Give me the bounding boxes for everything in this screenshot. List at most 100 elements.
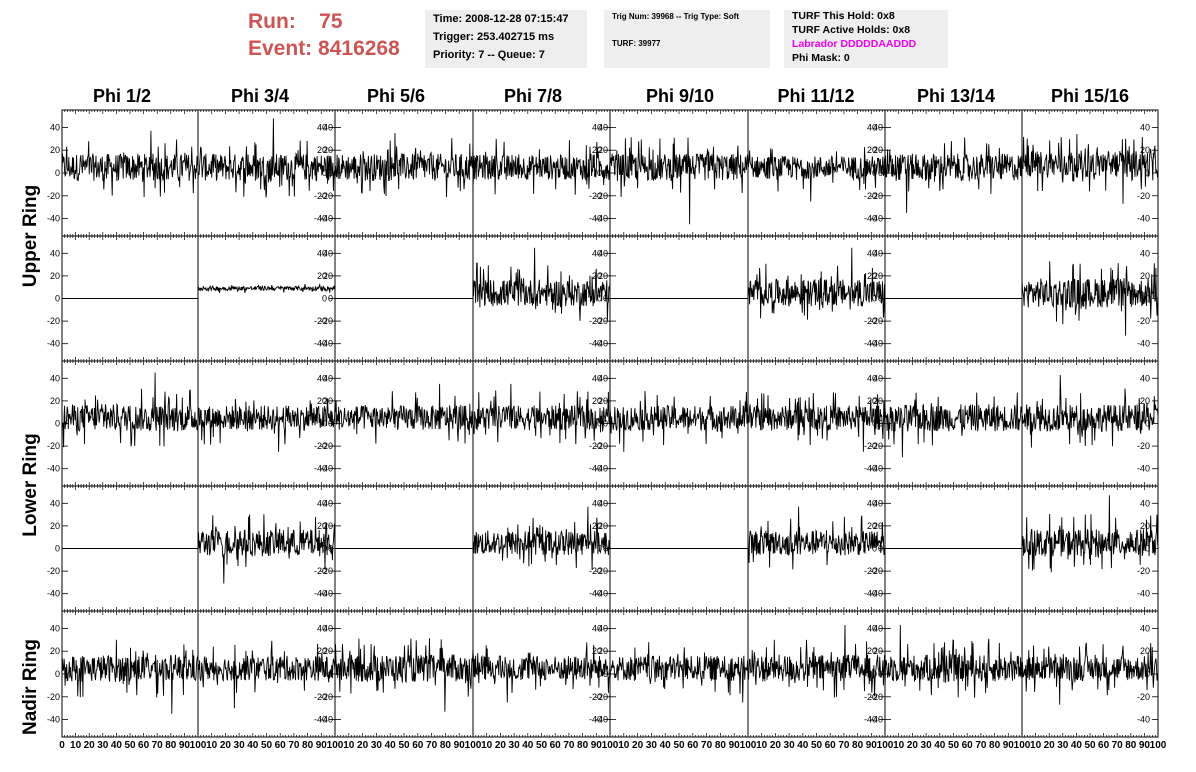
panel-frame bbox=[884, 360, 1023, 487]
waveform-trace bbox=[884, 624, 1023, 698]
x-tick-label: 30 bbox=[1057, 740, 1069, 751]
y-tick-label: -20 bbox=[589, 566, 602, 576]
y-tick-label: 40 bbox=[323, 623, 333, 633]
waveform-trace bbox=[609, 137, 749, 225]
y-tick-label: -20 bbox=[1137, 316, 1150, 326]
y-tick-label: 40 bbox=[592, 373, 602, 383]
x-tick-label: 60 bbox=[412, 740, 424, 751]
y-tick-label: -20 bbox=[47, 191, 60, 201]
y-tick-label: 0 bbox=[322, 168, 327, 178]
y-tick-label: -20 bbox=[1137, 566, 1150, 576]
y-tick-label: 0 bbox=[878, 168, 883, 178]
x-tick-label: 80 bbox=[989, 740, 1001, 751]
y-tick-label: 0 bbox=[597, 419, 602, 429]
x-tick-label: 10 bbox=[206, 740, 218, 751]
x-tick-label: 80 bbox=[715, 740, 727, 751]
column-header-phi-1-2: Phi 1/2 bbox=[92, 86, 152, 106]
y-tick-label: 20 bbox=[867, 521, 877, 531]
x-tick-label: 100 bbox=[465, 740, 482, 751]
y-tick-label: 40 bbox=[873, 122, 883, 132]
x-tick-label: 40 bbox=[797, 740, 809, 751]
y-tick-label: -20 bbox=[1137, 191, 1150, 201]
y-tick-label: -20 bbox=[870, 441, 883, 451]
y-tick-label: -20 bbox=[320, 566, 333, 576]
y-tick-label: -40 bbox=[595, 589, 608, 599]
y-tick-label: 40 bbox=[50, 373, 60, 383]
y-tick-label: -40 bbox=[314, 715, 327, 725]
y-tick-label: -20 bbox=[320, 316, 333, 326]
trig-num-text: Trig Num: 39968 -- Trig Type: Soft bbox=[612, 12, 739, 21]
x-tick-label: 60 bbox=[1098, 740, 1110, 751]
y-tick-label: -40 bbox=[320, 214, 333, 224]
x-tick-label: 10 bbox=[343, 740, 355, 751]
y-tick-label: 0 bbox=[872, 544, 877, 554]
y-tick-label: 40 bbox=[317, 498, 327, 508]
x-tick-label: 0 bbox=[59, 740, 65, 751]
y-tick-label: -40 bbox=[314, 589, 327, 599]
y-tick-label: 40 bbox=[592, 623, 602, 633]
y-tick-label: -20 bbox=[864, 566, 877, 576]
y-tick-label: -20 bbox=[589, 692, 602, 702]
y-tick-label: 0 bbox=[1145, 168, 1150, 178]
y-tick-label: -20 bbox=[864, 692, 877, 702]
x-tick-label: 90 bbox=[729, 740, 741, 751]
x-tick-label: 50 bbox=[261, 740, 273, 751]
y-tick-label: -40 bbox=[1137, 464, 1150, 474]
x-tick-label: 20 bbox=[1044, 740, 1056, 751]
y-tick-label: 40 bbox=[50, 248, 60, 258]
time-info-panel: Time: 2008-12-28 07:15:47 Trigger: 253.4… bbox=[425, 10, 587, 68]
x-tick-label: 90 bbox=[1139, 740, 1151, 751]
y-tick-label: 20 bbox=[50, 396, 60, 406]
x-tick-label: 60 bbox=[687, 740, 699, 751]
x-tick-label: 20 bbox=[632, 740, 644, 751]
y-tick-label: 40 bbox=[598, 373, 608, 383]
y-tick-label: -40 bbox=[870, 715, 883, 725]
waveform-trace bbox=[197, 283, 336, 294]
y-tick-label: -40 bbox=[1137, 339, 1150, 349]
priority-text: Priority: 7 -- Queue: 7 bbox=[433, 49, 545, 61]
event-label: Event: bbox=[248, 37, 313, 60]
time-text: Time: 2008-12-28 07:15:47 bbox=[433, 13, 569, 25]
y-tick-label: -20 bbox=[1137, 441, 1150, 451]
x-tick-label: 50 bbox=[398, 740, 410, 751]
x-tick-label: 80 bbox=[852, 740, 864, 751]
x-tick-label: 20 bbox=[357, 740, 369, 751]
trigger-info-panel: Trig Num: 39968 -- Trig Type: Soft TURF:… bbox=[604, 10, 770, 68]
waveform-trace bbox=[197, 514, 336, 584]
y-tick-label: 20 bbox=[598, 145, 608, 155]
x-tick-label: 20 bbox=[770, 740, 782, 751]
y-tick-label: 20 bbox=[317, 396, 327, 406]
x-tick-label: 70 bbox=[838, 740, 850, 751]
y-tick-label: 0 bbox=[603, 544, 608, 554]
y-tick-label: -20 bbox=[1137, 692, 1150, 702]
x-tick-label: 50 bbox=[1084, 740, 1096, 751]
x-tick-label: 40 bbox=[385, 740, 397, 751]
y-tick-label: 20 bbox=[323, 271, 333, 281]
y-tick-label: 40 bbox=[317, 623, 327, 633]
y-tick-label: -40 bbox=[595, 464, 608, 474]
y-tick-label: 40 bbox=[323, 498, 333, 508]
y-tick-label: 40 bbox=[867, 248, 877, 258]
x-tick-label: 40 bbox=[111, 740, 123, 751]
y-tick-label: 40 bbox=[323, 373, 333, 383]
x-tick-label: 40 bbox=[247, 740, 259, 751]
y-tick-label: 0 bbox=[322, 419, 327, 429]
waveform-trace bbox=[884, 392, 1023, 458]
column-header-phi-5-6: Phi 5/6 bbox=[366, 86, 426, 106]
x-tick-label: 70 bbox=[1112, 740, 1124, 751]
x-tick-label: 70 bbox=[563, 740, 575, 751]
y-tick-label: -40 bbox=[320, 715, 333, 725]
phi-mask-text: Phi Mask: 0 bbox=[792, 52, 850, 64]
y-tick-label: 20 bbox=[873, 145, 883, 155]
x-tick-label: 60 bbox=[962, 740, 974, 751]
column-header-phi-11-12: Phi 11/12 bbox=[777, 86, 855, 106]
y-tick-label: -40 bbox=[589, 339, 602, 349]
y-tick-label: -20 bbox=[595, 441, 608, 451]
y-tick-label: 20 bbox=[50, 271, 60, 281]
x-tick-label: 100 bbox=[327, 740, 344, 751]
y-tick-label: 40 bbox=[317, 122, 327, 132]
x-tick-label: 10 bbox=[756, 740, 768, 751]
x-tick-label: 40 bbox=[522, 740, 534, 751]
y-tick-label: 0 bbox=[603, 168, 608, 178]
